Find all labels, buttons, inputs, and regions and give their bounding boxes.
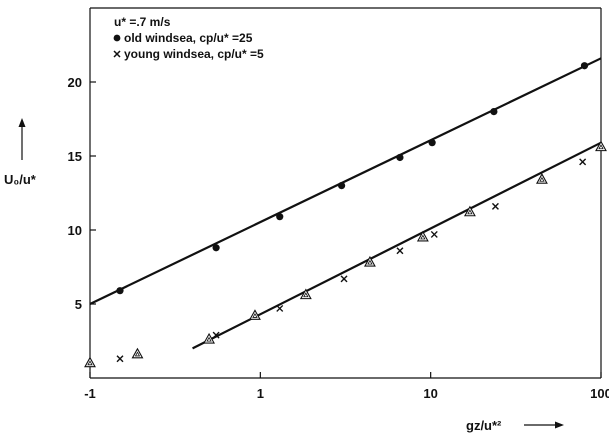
y-axis-ticks: 5 10 15 20 [68, 75, 96, 312]
legend-header: u* =.7 m/s [114, 15, 171, 29]
data-point-x [276, 304, 284, 312]
legend: u* =.7 m/s old windsea, cp/u* =25 young … [113, 15, 264, 61]
data-point-triangle [299, 288, 312, 300]
legend-series-1-label: old windsea, cp/u* =25 [124, 31, 253, 45]
data-point-x [579, 158, 587, 166]
data-point-triangle [131, 347, 144, 359]
x-axis-arrow-head [555, 421, 564, 429]
legend-marker-circle [113, 34, 121, 42]
data-point-x [340, 275, 348, 283]
data-point-x [212, 331, 220, 339]
data-point-triangle [249, 309, 261, 320]
data-point-circle [116, 287, 124, 295]
y-tick-label: 20 [68, 75, 82, 90]
data-point-x [430, 230, 438, 238]
data-point-circle [490, 108, 498, 116]
data-point-circle [428, 139, 436, 147]
data-points [84, 62, 607, 368]
x-tick-label: 1 [257, 386, 264, 401]
x-tick-label: 10 [423, 386, 437, 401]
data-point-x [396, 247, 404, 255]
data-point-x [491, 202, 499, 210]
y-tick-label: 15 [68, 149, 82, 164]
data-point-triangle [203, 332, 215, 344]
x-tick-label: 100 [590, 386, 609, 401]
data-point-triangle [84, 356, 96, 368]
fit-line-series-1 [89, 57, 602, 305]
data-point-circle [396, 153, 404, 162]
x-axis-label-group: gz/u*² [466, 418, 564, 433]
y-axis-label: U₀/u* [4, 172, 37, 187]
data-point-x [116, 355, 124, 363]
fit-line-series-3 [192, 141, 602, 350]
y-axis-label-group: U₀/u* [4, 118, 37, 187]
x-axis-label: gz/u*² [466, 418, 502, 433]
y-tick-label: 10 [68, 223, 82, 238]
data-point-triangle [463, 205, 476, 217]
data-point-triangle [416, 230, 429, 242]
data-point-triangle [535, 173, 548, 184]
fit-lines [89, 57, 602, 350]
x-axis-ticks: -1 1 10 100 [84, 372, 609, 401]
y-tick-label: 5 [75, 297, 82, 312]
data-point-circle [276, 213, 284, 221]
x-tick-label: -1 [84, 386, 96, 401]
plot-frame [89, 7, 602, 379]
data-point-triangle [364, 255, 376, 267]
data-point-circle [580, 62, 589, 70]
data-point-circle [212, 244, 220, 252]
legend-series-2-label: young windsea, cp/u* =5 [124, 47, 264, 61]
y-axis-arrow-head [18, 118, 26, 127]
legend-marker-x [113, 50, 121, 58]
data-point-circle [338, 182, 346, 190]
data-point-triangle [595, 140, 607, 152]
